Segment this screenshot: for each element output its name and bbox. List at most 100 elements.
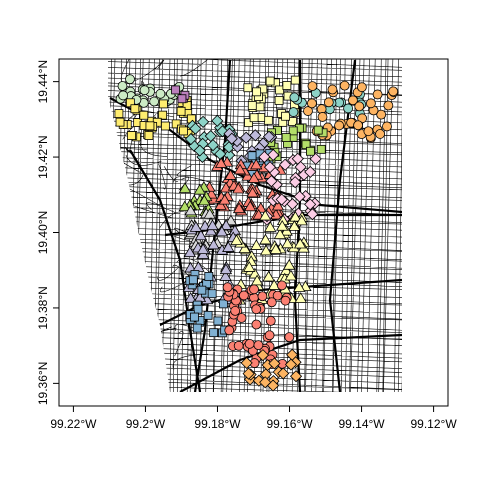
square-point (203, 310, 213, 320)
points-layer (114, 74, 399, 392)
square-point (188, 275, 198, 285)
diamond-point (304, 165, 317, 179)
square-point (176, 106, 186, 116)
triangle-point (204, 224, 218, 236)
triangle-point (230, 234, 243, 245)
circle-point (264, 330, 275, 341)
triangle-point (293, 237, 307, 249)
triangle-point (214, 199, 227, 210)
x-tick-label: 99.2°W (126, 417, 166, 431)
triangle-point (289, 210, 302, 222)
circle-point (348, 95, 358, 106)
x-tick-label: 99.22°W (50, 417, 97, 431)
circle-point (388, 86, 399, 97)
diamond-point (284, 358, 298, 371)
square-point (249, 113, 259, 123)
circle-point (343, 103, 354, 114)
triangle-point (218, 193, 231, 205)
square-point (275, 85, 285, 95)
circle-point (363, 126, 374, 137)
square-point (288, 117, 297, 126)
circle-point (307, 81, 318, 92)
triangle-point (224, 214, 238, 226)
square-point (158, 99, 168, 109)
triangle-point (233, 163, 247, 175)
x-tick-label: 99.16°W (266, 417, 313, 431)
square-point (190, 312, 199, 322)
diamond-point (258, 150, 271, 163)
triangle-point (273, 228, 287, 240)
diamond-point (193, 144, 206, 157)
circle-point (289, 92, 300, 103)
circle-point (354, 101, 365, 112)
triangle-point (267, 279, 281, 290)
circle-point (372, 89, 383, 100)
square-point (179, 126, 188, 136)
y-tick-label: 19.40°N (36, 211, 50, 255)
square-point (145, 121, 155, 131)
diamond-point (279, 158, 292, 171)
square-point (177, 94, 187, 104)
circle-point (118, 90, 129, 101)
triangle-point (184, 261, 197, 273)
triangle-point (276, 219, 289, 231)
triangle-point (198, 194, 211, 206)
triangle-point (243, 200, 257, 212)
diamond-point (293, 190, 306, 203)
triangle-point (288, 220, 301, 231)
triangle-point (250, 274, 264, 286)
triangle-point (281, 237, 294, 249)
y-tick-label: 19.42°N (36, 135, 50, 179)
triangle-point (206, 219, 219, 231)
triangle-point (184, 204, 197, 216)
square-point (282, 81, 292, 90)
diamond-point (189, 122, 202, 135)
circle-point (356, 82, 367, 93)
triangle-point (243, 261, 256, 272)
circle-point (317, 112, 328, 122)
circle-point (233, 340, 244, 351)
diamond-point (225, 132, 238, 145)
circle-point (284, 332, 295, 343)
circle-point (280, 295, 291, 306)
square-point (290, 75, 300, 85)
triangle-point (184, 292, 197, 303)
triangle-point (203, 208, 216, 219)
series-16 (185, 270, 230, 338)
square-point (125, 98, 135, 108)
diamond-point (242, 367, 255, 380)
square-point (263, 115, 273, 125)
square-point (247, 151, 257, 161)
circle-point (249, 284, 259, 295)
diamond-point (309, 152, 322, 165)
circle-point (382, 121, 392, 132)
triangle-point (241, 169, 254, 181)
circle-point (323, 97, 334, 108)
circle-point (244, 338, 255, 349)
square-point (281, 133, 291, 142)
circle-point (327, 84, 338, 95)
y-tick-label: 19.38°N (36, 286, 50, 330)
circle-point (288, 107, 299, 117)
circle-point (251, 319, 262, 330)
triangle-point (254, 201, 267, 213)
diamond-point (240, 356, 253, 369)
square-point (274, 96, 284, 105)
square-point (130, 104, 140, 114)
triangle-point (271, 199, 285, 211)
triangle-point (189, 221, 203, 232)
circle-point (155, 88, 166, 99)
triangle-point (183, 246, 197, 258)
square-point (316, 144, 326, 154)
diamond-point (294, 160, 307, 174)
diamond-point (206, 139, 220, 152)
circle-point (251, 304, 262, 315)
diamond-point (265, 175, 278, 188)
diamond-point (304, 198, 317, 211)
circle-point (222, 282, 233, 293)
circle-point (334, 120, 344, 131)
triangle-point (250, 158, 263, 170)
diamond-point (184, 132, 197, 146)
triangle-point (294, 292, 307, 303)
circle-point (149, 96, 160, 107)
